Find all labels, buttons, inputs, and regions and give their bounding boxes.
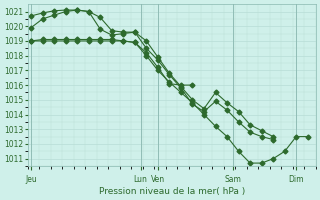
X-axis label: Pression niveau de la mer( hPa ): Pression niveau de la mer( hPa ) bbox=[99, 187, 245, 196]
